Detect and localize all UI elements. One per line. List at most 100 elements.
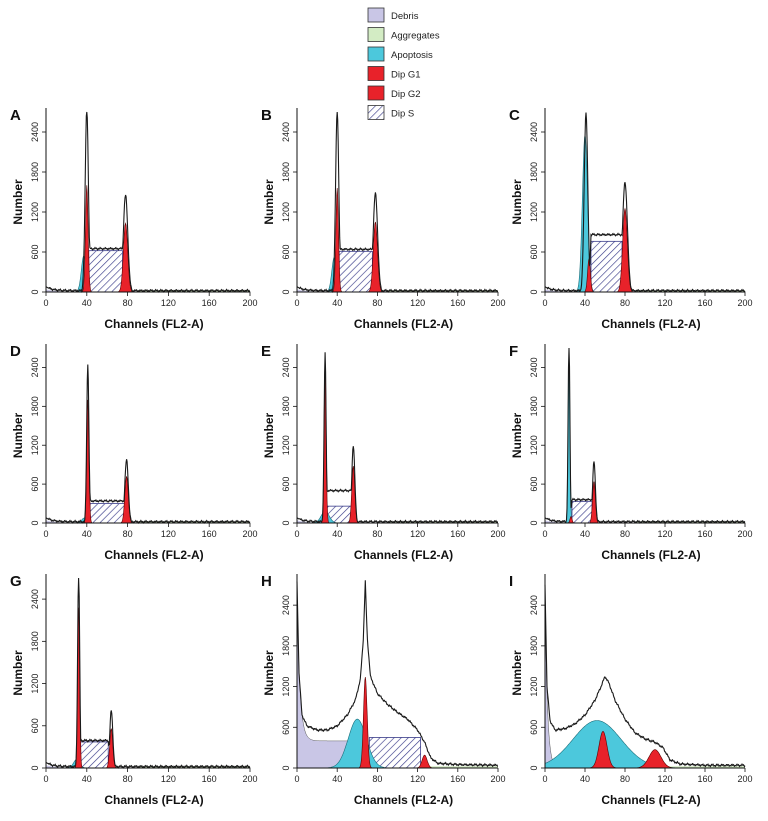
dip-s-area <box>89 503 125 524</box>
histogram-envelope <box>544 584 746 768</box>
legend-swatch <box>367 27 385 42</box>
panel-label: F <box>509 343 518 360</box>
x-tick-label: 80 <box>620 529 630 539</box>
y-tick-label: 2400 <box>529 595 539 615</box>
y-tick-label: 600 <box>529 477 539 492</box>
y-tick-label: 0 <box>30 289 40 294</box>
y-tick-label: 2400 <box>281 595 291 615</box>
y-tick-label: 1200 <box>529 435 539 455</box>
y-tick-label: 1800 <box>30 396 40 416</box>
panel-F: F 0 40 80 120 160 200 0 600 1200 1800 2400 Number Cha… <box>509 343 753 562</box>
debris-area <box>46 520 77 523</box>
x-tick-label: 120 <box>161 774 176 784</box>
y-tick-label: 2400 <box>281 122 291 142</box>
x-tick-label: 40 <box>82 298 92 308</box>
y-tick-label: 0 <box>529 289 539 294</box>
x-tick-label: 0 <box>43 774 48 784</box>
dip-g1-area <box>358 677 373 769</box>
legend-item: Debris <box>367 7 419 23</box>
histogram-envelope <box>544 347 746 525</box>
panel-E: E 0 40 80 120 160 200 0 600 1200 1800 2400 Number Cha… <box>261 343 506 562</box>
y-tick-label: 600 <box>529 244 539 259</box>
dip-g1-area <box>587 731 619 769</box>
dip-g1-area <box>320 357 330 524</box>
x-tick-label: 200 <box>490 298 505 308</box>
x-tick-label: 0 <box>294 774 299 784</box>
y-tick-label: 1800 <box>529 396 539 416</box>
y-tick-label: 1800 <box>281 636 291 656</box>
panel-B: B 0 40 80 120 160 200 0 600 1200 1800 2400 Number Cha… <box>261 107 506 331</box>
y-axis-label: Number <box>262 413 276 459</box>
debris-area <box>297 520 328 523</box>
x-tick-label: 40 <box>82 774 92 784</box>
dip-s-area <box>80 741 109 769</box>
dip-s-area <box>338 250 373 293</box>
x-tick-label: 160 <box>450 774 465 784</box>
dip-s-area <box>571 501 593 524</box>
y-tick-label: 2400 <box>529 357 539 377</box>
y-tick-label: 1200 <box>30 202 40 222</box>
x-tick-label: 80 <box>372 774 382 784</box>
x-tick-label: 160 <box>202 298 217 308</box>
y-tick-label: 600 <box>30 718 40 733</box>
legend-label: Dip G2 <box>391 89 421 100</box>
x-tick-label: 160 <box>450 529 465 539</box>
panel-D: D 0 40 80 120 160 200 0 600 1200 1800 2400 Number Cha… <box>10 343 258 562</box>
y-axis-label: Number <box>11 179 25 225</box>
apoptosis-area <box>321 718 394 769</box>
x-tick-label: 120 <box>161 529 176 539</box>
legend-item: Apoptosis <box>367 46 433 62</box>
y-tick-label: 1800 <box>529 636 539 656</box>
x-tick-label: 80 <box>123 298 133 308</box>
x-tick-label: 160 <box>450 298 465 308</box>
x-tick-label: 0 <box>294 298 299 308</box>
debris-area <box>545 520 575 523</box>
panel-label: D <box>10 343 21 360</box>
y-tick-label: 2400 <box>30 589 40 609</box>
x-tick-label: 40 <box>580 298 590 308</box>
histogram-envelope <box>544 112 746 294</box>
panel-label: B <box>261 107 272 124</box>
y-tick-label: 1200 <box>529 202 539 222</box>
x-tick-label: 80 <box>372 529 382 539</box>
debris-area <box>545 289 575 292</box>
y-tick-label: 600 <box>30 477 40 492</box>
x-tick-label: 160 <box>697 529 712 539</box>
dip-g1-area <box>81 185 93 293</box>
y-tick-label: 1200 <box>529 677 539 697</box>
y-tick-label: 1200 <box>281 435 291 455</box>
legend-item: Aggregates <box>367 27 440 42</box>
x-tick-label: 200 <box>242 529 257 539</box>
x-tick-label: 160 <box>202 774 217 784</box>
y-tick-label: 1800 <box>281 396 291 416</box>
panel-label: G <box>10 573 22 590</box>
x-tick-label: 40 <box>332 529 342 539</box>
x-tick-label: 120 <box>410 529 425 539</box>
y-tick-label: 1800 <box>30 162 40 182</box>
dip-g1-area <box>331 187 343 293</box>
debris-area <box>46 289 77 292</box>
y-tick-label: 1200 <box>281 202 291 222</box>
panel-label: I <box>509 573 513 590</box>
x-tick-label: 80 <box>620 298 630 308</box>
x-tick-label: 160 <box>697 774 712 784</box>
legend-item: Dip G1 <box>367 66 421 81</box>
legend-swatch <box>367 105 385 120</box>
x-tick-label: 40 <box>332 298 342 308</box>
x-tick-label: 200 <box>490 529 505 539</box>
x-tick-label: 200 <box>242 774 257 784</box>
y-axis-label: Number <box>11 650 25 696</box>
y-tick-label: 2400 <box>281 357 291 377</box>
y-tick-label: 0 <box>281 765 291 770</box>
y-axis-label: Number <box>510 650 524 696</box>
legend-label: Dip S <box>391 109 414 120</box>
y-tick-label: 600 <box>281 244 291 259</box>
legend-label: Debris <box>391 11 419 22</box>
histogram-envelope <box>45 577 251 769</box>
x-axis-label: Channels (FL2-A) <box>104 548 203 562</box>
x-tick-label: 200 <box>737 774 752 784</box>
y-tick-label: 0 <box>529 520 539 525</box>
x-tick-label: 80 <box>123 529 133 539</box>
y-tick-label: 0 <box>30 765 40 770</box>
